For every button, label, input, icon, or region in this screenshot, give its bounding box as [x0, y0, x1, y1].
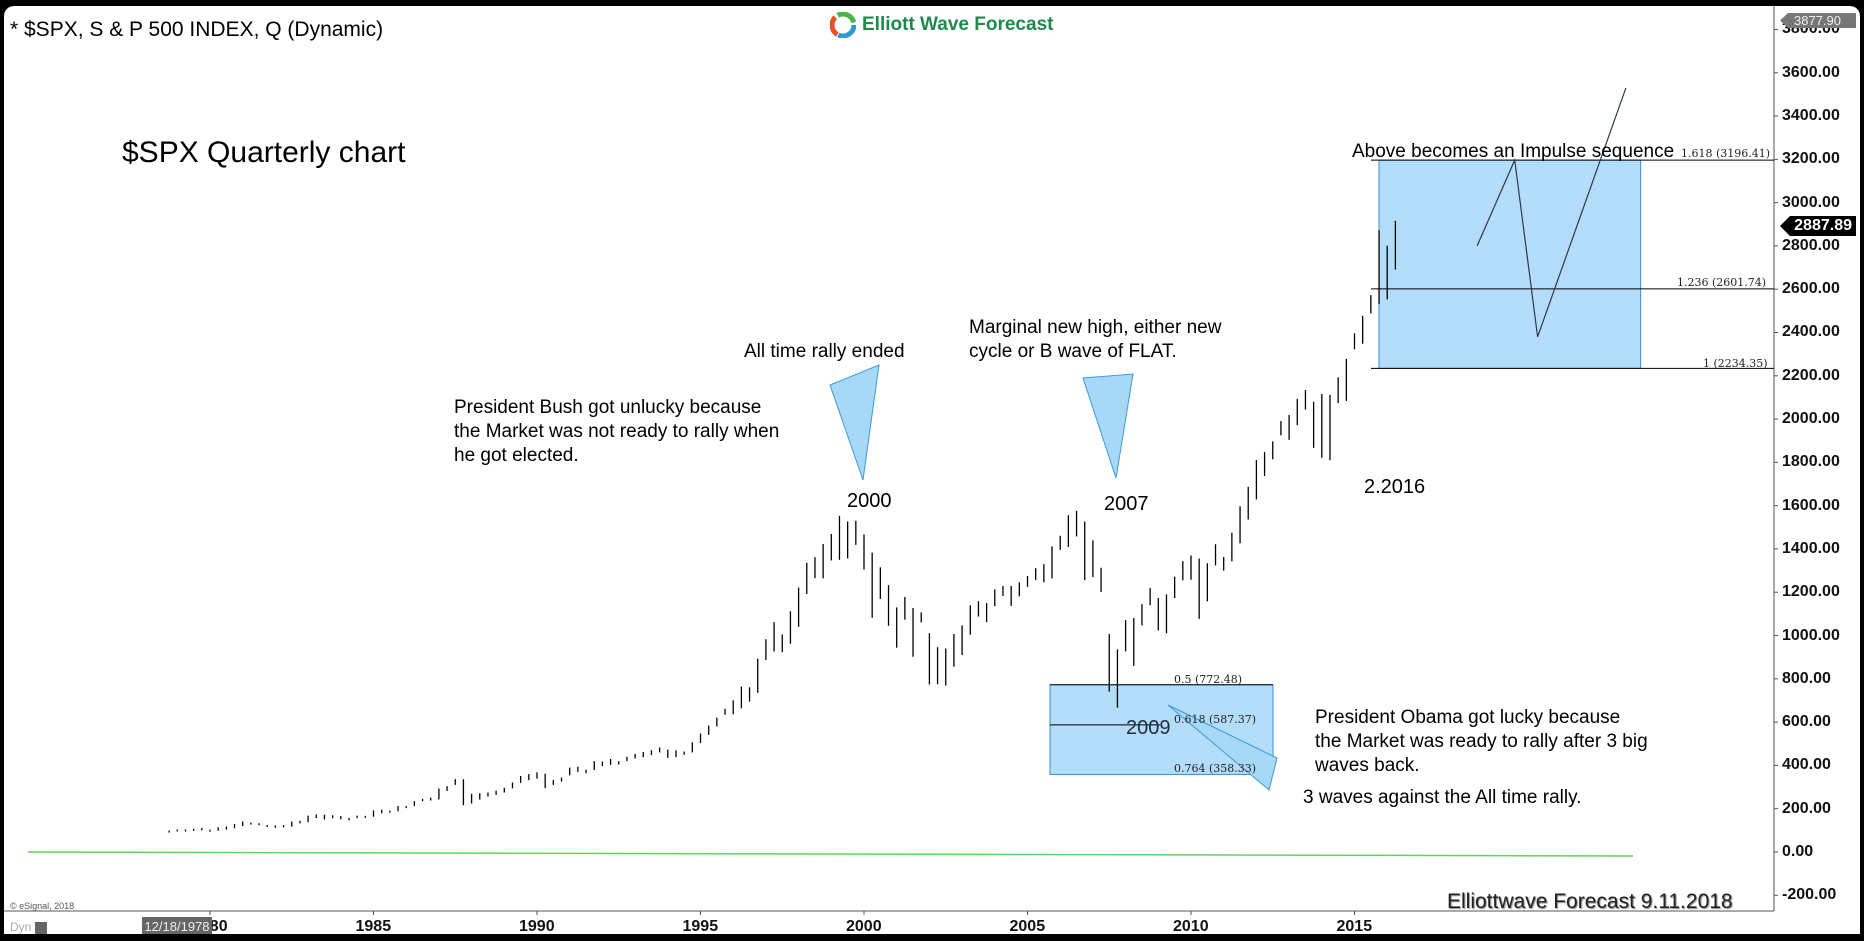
symbol-title: * $SPX, S & P 500 INDEX, Q (Dynamic) [10, 18, 384, 41]
annotation-marginal-high: Marginal new high, either new cycle or B… [969, 316, 1221, 364]
fib-ext-label-1618: 1.618 (3196.41) [1681, 147, 1771, 160]
fib-extension-box [1378, 159, 1642, 369]
annotation-line: cycle or B wave of FLAT. [969, 341, 1177, 362]
year-tick-label: 1990 [519, 918, 555, 934]
price-tick-label: 2400.00 [1782, 323, 1840, 341]
price-tick-label: 1800.00 [1782, 453, 1840, 471]
price-tick-label: 1000.00 [1782, 626, 1840, 644]
dyn-label: Dyn [10, 920, 32, 934]
price-tick-label: 800.00 [1782, 669, 1831, 687]
year-tick-label: 1995 [682, 918, 719, 934]
annotation-line: President Obama got lucky because [1315, 707, 1621, 728]
annotation-line: waves back. [1315, 755, 1420, 776]
annotation-line: the Market was ready to rally after 3 bi… [1315, 731, 1648, 752]
price-tick-label: 2000.00 [1782, 410, 1840, 428]
logo-swirl-icon [830, 12, 856, 38]
price-tick-label: 600.00 [1782, 713, 1831, 731]
lock-icon[interactable] [35, 921, 48, 934]
price-tick-label: 2200.00 [1782, 366, 1840, 384]
current-price-marker: 2887.89 [1780, 216, 1856, 236]
arrow-2007-icon [1082, 373, 1134, 479]
fib-ret-label-0618: 0.618 (587.37) [1174, 713, 1257, 726]
price-tick-label: 2800.00 [1782, 236, 1840, 254]
price-tick-label: 1400.00 [1782, 539, 1840, 557]
price-tick-label: 1200.00 [1782, 583, 1840, 601]
price-tick-label: 2600.00 [1782, 280, 1840, 298]
watermark: Elliottwave Forecast 9.11.2018 [1447, 890, 1733, 913]
price-tick-label: 3200.00 [1782, 150, 1840, 168]
year-tick-label: 2010 [1173, 918, 1209, 934]
year-tick-label: 1985 [355, 918, 392, 934]
max-price-marker: 3877.90 [1780, 13, 1856, 28]
price-tick-label: 3600.00 [1782, 63, 1840, 81]
price-tick-label: 1600.00 [1782, 496, 1840, 514]
label-2009: 2009 [1126, 717, 1171, 739]
annotation-bush: President Bush got unlucky because the M… [454, 396, 779, 468]
fib-ret-label-0764: 0.764 (358.33) [1174, 762, 1257, 775]
annotation-line: President Bush got unlucky because [454, 397, 762, 418]
price-tick-label: 0.00 [1782, 843, 1814, 860]
fib-ext-label-1: 1 (2234.35) [1703, 357, 1768, 370]
chart-window: * $SPX, S & P 500 INDEX, Q (Dynamic) Ell… [4, 6, 1860, 934]
label-2007: 2007 [1104, 493, 1149, 515]
label-2-2016: 2.2016 [1364, 476, 1426, 498]
annotation-impulse: Above becomes an Impulse sequence [1352, 141, 1675, 162]
logo-text: Elliott Wave Forecast [862, 14, 1054, 35]
arrow-2009-icon [1167, 704, 1278, 791]
copyright-text: © eSignal, 2018 [10, 901, 75, 911]
fib-ext-label-1236: 1.236 (2601.74) [1677, 276, 1767, 289]
price-tick-label: 3000.00 [1782, 193, 1840, 211]
annotation-rally-ended: All time rally ended [744, 341, 905, 362]
dyn-toggle[interactable]: Dyn [10, 920, 48, 934]
annotation-three-waves: 3 waves against the All time rally. [1303, 787, 1582, 808]
elliott-wave-logo: Elliott Wave Forecast [830, 8, 1060, 42]
price-tick-label: -200.00 [1782, 886, 1837, 904]
cursor-date: 12/18/1978 [142, 917, 212, 934]
price-tick-label: 200.00 [1782, 799, 1831, 817]
price-tick-label: 400.00 [1782, 756, 1831, 774]
annotation-line: Marginal new high, either new [969, 317, 1222, 338]
price-tick-label: 3400.00 [1782, 107, 1840, 125]
arrow-2000-icon [829, 364, 880, 481]
price-chart-canvas[interactable] [4, 6, 1860, 934]
annotation-obama: President Obama got lucky because the Ma… [1315, 706, 1648, 778]
year-tick-label: 2005 [1009, 918, 1046, 934]
year-tick-label: 2000 [846, 918, 882, 934]
annotation-line: the Market was not ready to rally when [454, 421, 780, 442]
zero-line [27, 851, 1634, 857]
fib-ret-label-05: 0.5 (772.48) [1174, 673, 1243, 686]
year-tick-label: 2015 [1336, 918, 1373, 934]
chart-title: $SPX Quarterly chart [122, 136, 406, 169]
label-2000: 2000 [847, 490, 892, 512]
wave-projection-line [1476, 87, 1627, 338]
annotation-line: he got elected. [454, 445, 579, 466]
